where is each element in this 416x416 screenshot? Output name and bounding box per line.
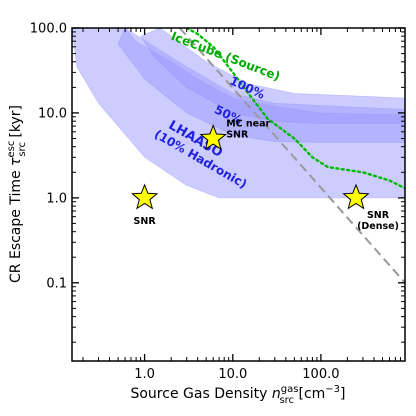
star-label-snr: SNR [134, 216, 157, 227]
x-tick-label: 100.0 [302, 367, 339, 382]
star-markers: SNR MC near SNR SNR (Dense) [130, 119, 399, 232]
x-tick-label: 1.0 [134, 367, 155, 382]
x-axis-title-unit: [cm [294, 386, 325, 402]
x-axis-title-close: ] [340, 386, 345, 402]
y-tick-label: 100.0 [30, 22, 67, 37]
y-axis-title-var: τ [8, 157, 24, 166]
star-mc-near-snr [199, 124, 227, 151]
star-snr [130, 183, 159, 210]
axis-ticks: 1.0 10.0 100.0 0.1 1.0 10.0 100.0 [30, 22, 406, 382]
star-snr-dense [342, 183, 370, 210]
model-lines [178, 28, 405, 284]
y-axis-title-sub: src [17, 142, 28, 157]
x-axis-title-sup: gas [281, 384, 299, 395]
x-axis-title-exp: −3 [325, 384, 340, 395]
x-axis-title-main: Source Gas Density [130, 386, 271, 402]
star-label-snr-dense: SNR (Dense) [357, 210, 399, 232]
star-label-mc-near-snr: MC near SNR [226, 119, 270, 141]
y-axis-title-main: CR Escape Time [8, 166, 24, 283]
x-axis-title-sub: src [279, 395, 294, 406]
plot-frame [71, 27, 406, 362]
band-100 [140, 28, 405, 124]
y-axis-title-unit: [kyr] [8, 105, 24, 142]
x-axis-title-var: n [272, 386, 281, 402]
y-axis-title: CR Escape Time τescsrc [kyr] [6, 105, 28, 283]
line-icecube-source [185, 28, 405, 190]
y-tick-label: 1.0 [46, 191, 67, 206]
y-tick-label: 10.0 [38, 106, 67, 121]
shaded-bands [72, 28, 405, 199]
x-tick-label: 10.0 [218, 367, 247, 382]
y-axis-title-sup: esc [6, 141, 17, 158]
line-dashed-1 [178, 28, 405, 284]
x-axis-title: Source Gas Density ngas src [cm−3] [130, 384, 345, 406]
y-tick-label: 0.1 [46, 276, 67, 291]
